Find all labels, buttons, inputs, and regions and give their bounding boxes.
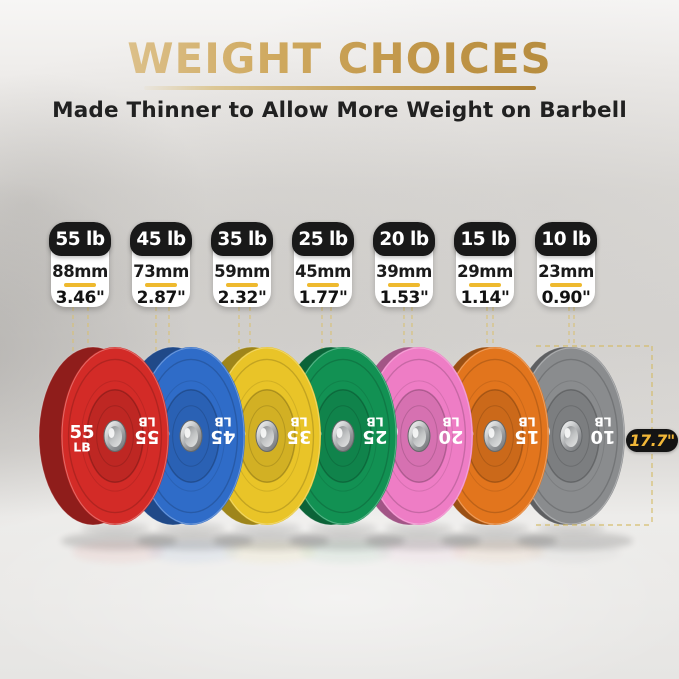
badge-inch-value: 1.53" xyxy=(379,288,429,308)
badge-mm-value: 73mm xyxy=(133,262,189,281)
badge-inch-value: 0.90" xyxy=(541,288,591,308)
plate-weight-label-mirrored: 25LB xyxy=(362,415,387,448)
plate-55lb: AMGYMAMGYM55LB55LB xyxy=(0,0,169,526)
badge-25lb: 25 lb 45mm 1.77" xyxy=(292,222,354,308)
badge-mm-value: 59mm xyxy=(214,262,270,281)
badge-mm-value: 39mm xyxy=(376,262,432,281)
plate-weight-label-mirrored: 55LB xyxy=(134,415,159,448)
plate-weight-label-mirrored: 15LB xyxy=(514,415,539,448)
plate-weight-label-mirrored: 45LB xyxy=(210,415,235,448)
plates: AMGYMAMGYM10LB10LBAMGYMAMGYM15LB15LBAMGY… xyxy=(0,0,625,526)
page-title: WEIGHT CHOICES xyxy=(127,34,552,83)
svg-text:10LB: 10LB xyxy=(590,415,615,448)
plate-weight-label-mirrored: 35LB xyxy=(286,415,311,448)
badge-gold-underline xyxy=(469,283,501,287)
badge-weight-label: 25 lb xyxy=(292,222,354,256)
badge-gold-underline xyxy=(550,283,582,287)
badge-weight-label: 45 lb xyxy=(130,222,192,256)
badge-gold-underline xyxy=(64,283,96,287)
diameter-measure-box xyxy=(536,345,653,526)
badge-gold-underline xyxy=(388,283,420,287)
badge-inch-value: 1.77" xyxy=(298,288,348,308)
badge-45lb: 45 lb 73mm 2.87" xyxy=(130,222,192,308)
badge-mm-value: 45mm xyxy=(295,262,351,281)
floor-shadows xyxy=(61,523,633,563)
svg-text:45LB: 45LB xyxy=(210,415,235,448)
svg-text:35LB: 35LB xyxy=(286,415,311,448)
gold-divider xyxy=(143,86,536,90)
badge-inch-value: 2.32" xyxy=(217,288,267,308)
badge-gold-underline xyxy=(145,283,177,287)
plate-weight-label: 55 LB xyxy=(69,422,94,455)
badge-35lb: 35 lb 59mm 2.32" xyxy=(211,222,273,308)
badge-weight-label: 20 lb xyxy=(373,222,435,256)
badge-inch-value: 3.46" xyxy=(55,288,105,308)
badge-mm-value: 23mm xyxy=(538,262,594,281)
diameter-badge: 17.7" xyxy=(626,429,678,452)
badge-weight-label: 10 lb xyxy=(535,222,597,256)
badge-weight-label: 35 lb xyxy=(211,222,273,256)
svg-text:20LB: 20LB xyxy=(438,415,463,448)
svg-text:55LB: 55LB xyxy=(134,415,159,448)
badge-weight-label: 15 lb xyxy=(454,222,516,256)
badge-inch-value: 2.87" xyxy=(136,288,186,308)
header: WEIGHT CHOICES Made Thinner to Allow Mor… xyxy=(0,34,679,123)
badge-inch-value: 1.14" xyxy=(460,288,510,308)
plate-weight-label-mirrored: 20LB xyxy=(438,415,463,448)
diameter-value: 17.7" xyxy=(629,431,675,450)
badge-weight-label: 55 lb xyxy=(49,222,111,256)
badge-gold-underline xyxy=(307,283,339,287)
badge-gold-underline xyxy=(226,283,258,287)
badge-10lb: 10 lb 23mm 0.90" xyxy=(535,222,597,308)
badge-mm-value: 29mm xyxy=(457,262,513,281)
badge-55lb: 55 lb 88mm 3.46" xyxy=(49,222,111,308)
svg-text:25LB: 25LB xyxy=(362,415,387,448)
page-subtitle: Made Thinner to Allow More Weight on Bar… xyxy=(52,97,627,123)
badge-20lb: 20 lb 39mm 1.53" xyxy=(373,222,435,308)
plate-weight-label-mirrored: 10LB xyxy=(590,415,615,448)
badge-15lb: 15 lb 29mm 1.14" xyxy=(454,222,516,308)
svg-text:15LB: 15LB xyxy=(514,415,539,448)
badge-mm-value: 88mm xyxy=(52,262,108,281)
